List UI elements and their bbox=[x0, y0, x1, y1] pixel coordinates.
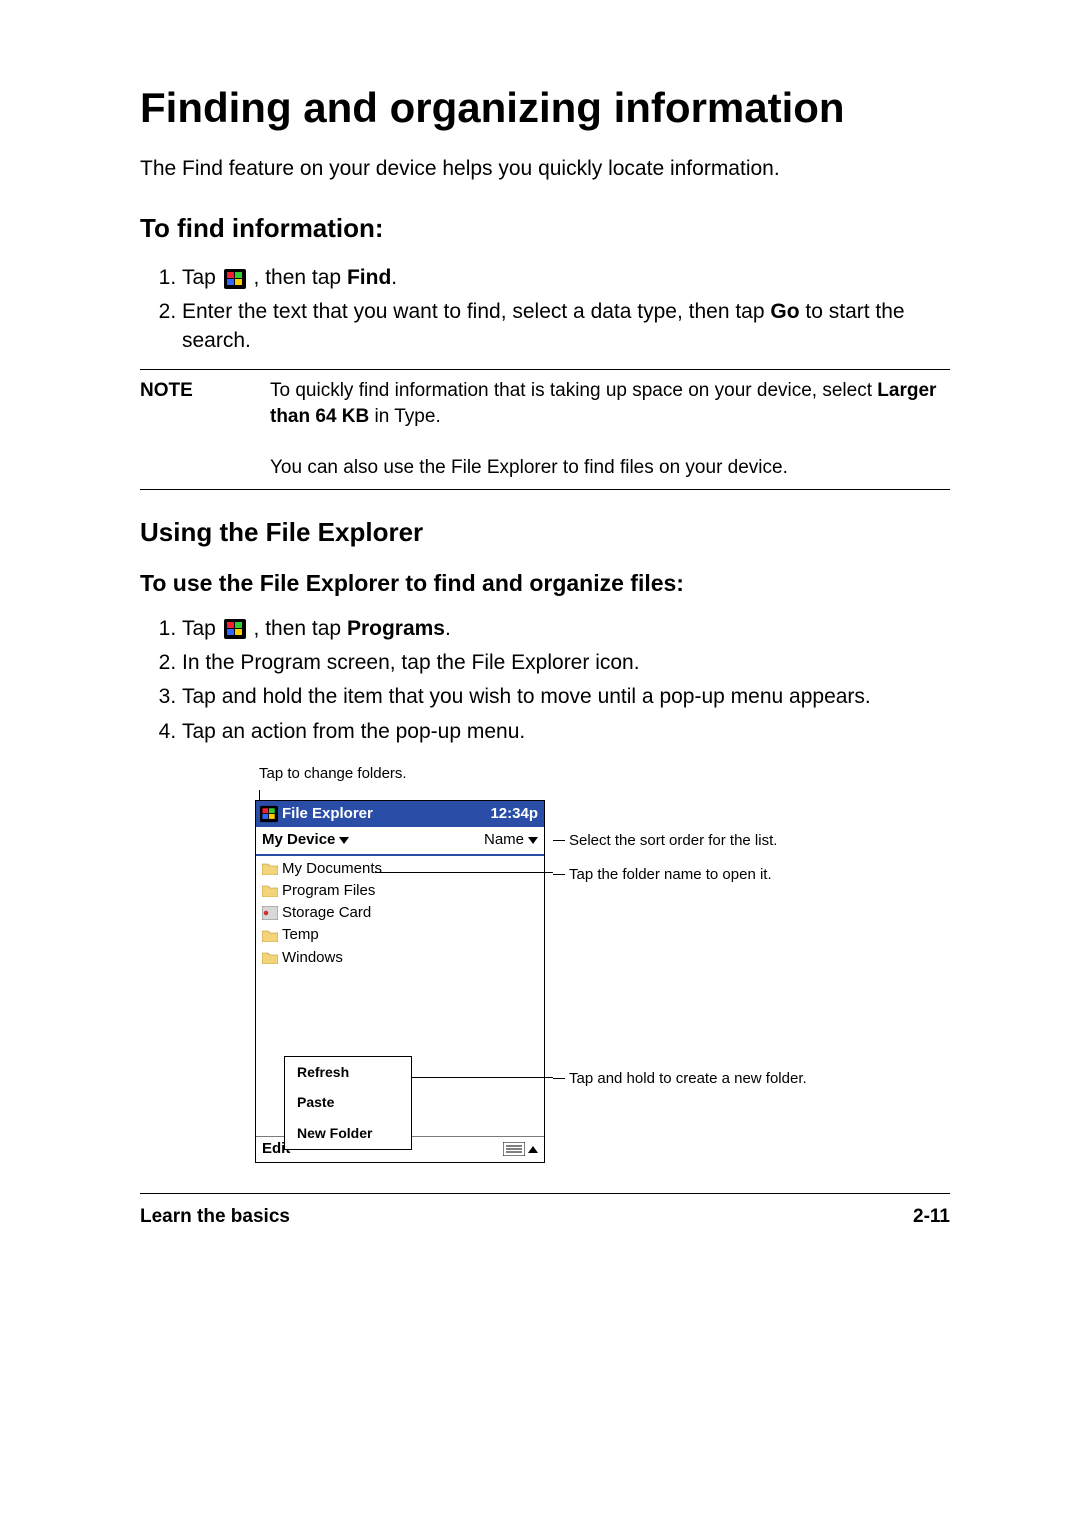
note-line-1: To quickly find information that is taki… bbox=[270, 370, 950, 438]
callout-open-folder: Tap the folder name to open it. bbox=[553, 866, 772, 883]
step-fe-1: Tap , then tap Programs. bbox=[182, 615, 950, 643]
intro-text: The Find feature on your device helps yo… bbox=[140, 155, 950, 183]
text: in Type. bbox=[369, 406, 440, 427]
text: To quickly find information that is taki… bbox=[270, 380, 877, 401]
device-screen: File Explorer 12:34p My Device Name bbox=[255, 800, 545, 1162]
note-line-2: You can also use the File Explorer to fi… bbox=[270, 447, 950, 489]
page-footer: Learn the basics 2-11 bbox=[140, 1193, 950, 1230]
item-label: My Documents bbox=[282, 859, 382, 879]
callout-text: Tap and hold to create a new folder. bbox=[569, 1070, 807, 1087]
heading-use-file-explorer: To use the File Explorer to find and org… bbox=[140, 568, 950, 599]
sort-label: Name bbox=[484, 830, 524, 850]
list-item[interactable]: Storage Card bbox=[262, 902, 544, 924]
list-item[interactable]: Program Files bbox=[262, 880, 544, 902]
note-label: NOTE bbox=[140, 370, 270, 438]
text: Tap bbox=[182, 266, 222, 289]
folder-icon bbox=[262, 951, 278, 964]
callout-new-folder: Tap and hold to create a new folder. bbox=[553, 1070, 807, 1087]
list-item[interactable]: Windows bbox=[262, 947, 544, 969]
menu-item-paste[interactable]: Paste bbox=[285, 1087, 411, 1118]
chevron-up-icon[interactable] bbox=[528, 1146, 538, 1153]
window-title: File Explorer bbox=[282, 804, 373, 824]
chevron-down-icon bbox=[528, 837, 538, 844]
text: . bbox=[445, 617, 451, 640]
step-fe-4: Tap an action from the pop-up menu. bbox=[182, 718, 950, 746]
context-menu: Refresh Paste New Folder bbox=[284, 1056, 412, 1151]
callout-text: Tap the folder name to open it. bbox=[569, 866, 772, 883]
menu-item-refresh[interactable]: Refresh bbox=[285, 1057, 411, 1088]
chevron-down-icon bbox=[339, 837, 349, 844]
callout-line bbox=[375, 872, 553, 873]
footer-left: Learn the basics bbox=[140, 1204, 290, 1230]
text: , then tap bbox=[254, 266, 347, 289]
item-label: Windows bbox=[282, 948, 343, 968]
clock: 12:34p bbox=[490, 804, 538, 824]
page-title: Finding and organizing information bbox=[140, 80, 950, 137]
file-explorer-figure: Tap to change folders. File Explorer 12:… bbox=[255, 764, 845, 1163]
callout-text: Select the sort order for the list. bbox=[569, 832, 777, 849]
item-label: Temp bbox=[282, 925, 319, 945]
location-label: My Device bbox=[262, 830, 335, 850]
note-block: NOTE To quickly find information that is… bbox=[140, 369, 950, 490]
nav-bar: My Device Name bbox=[256, 827, 544, 855]
step-find-1: Tap , then tap Find. bbox=[182, 264, 950, 292]
text-bold: Go bbox=[770, 300, 799, 323]
title-bar[interactable]: File Explorer 12:34p bbox=[256, 801, 544, 827]
callout-change-folders: Tap to change folders. bbox=[259, 764, 845, 784]
text: Enter the text that you want to find, se… bbox=[182, 300, 770, 323]
storage-card-icon bbox=[262, 906, 278, 920]
folder-icon bbox=[262, 862, 278, 875]
folder-icon bbox=[262, 884, 278, 897]
steps-file-explorer: Tap , then tap Programs. In the Program … bbox=[140, 615, 950, 746]
footer-right: 2-11 bbox=[913, 1204, 950, 1230]
start-icon bbox=[224, 619, 246, 639]
text-bold: Find bbox=[347, 266, 391, 289]
steps-find: Tap , then tap Find. Enter the text that… bbox=[140, 264, 950, 355]
menu-item-new-folder[interactable]: New Folder bbox=[285, 1118, 411, 1149]
file-area[interactable]: My Documents Program Files Storage Card bbox=[256, 856, 544, 1136]
item-label: Storage Card bbox=[282, 903, 371, 923]
heading-find-info: To find information: bbox=[140, 211, 950, 246]
heading-file-explorer: Using the File Explorer bbox=[140, 515, 950, 550]
folder-icon bbox=[262, 929, 278, 942]
text-bold: Programs bbox=[347, 617, 445, 640]
step-fe-2: In the Program screen, tap the File Expl… bbox=[182, 649, 950, 677]
location-dropdown[interactable]: My Device bbox=[262, 830, 349, 850]
callout-tick bbox=[259, 790, 260, 800]
start-icon bbox=[224, 269, 246, 289]
callout-sort-order: Select the sort order for the list. bbox=[553, 832, 777, 849]
text: , then tap bbox=[254, 617, 347, 640]
item-label: Program Files bbox=[282, 881, 375, 901]
list-item[interactable]: My Documents bbox=[262, 858, 544, 880]
list-item[interactable]: Temp bbox=[262, 924, 544, 946]
text: Tap bbox=[182, 617, 222, 640]
file-list: My Documents Program Files Storage Card bbox=[256, 856, 544, 996]
step-fe-3: Tap and hold the item that you wish to m… bbox=[182, 683, 950, 711]
callout-line bbox=[411, 1077, 553, 1078]
start-icon[interactable] bbox=[260, 805, 278, 823]
keyboard-icon[interactable] bbox=[503, 1142, 525, 1156]
step-find-2: Enter the text that you want to find, se… bbox=[182, 298, 950, 355]
text: . bbox=[391, 266, 397, 289]
sort-dropdown[interactable]: Name bbox=[484, 830, 538, 850]
